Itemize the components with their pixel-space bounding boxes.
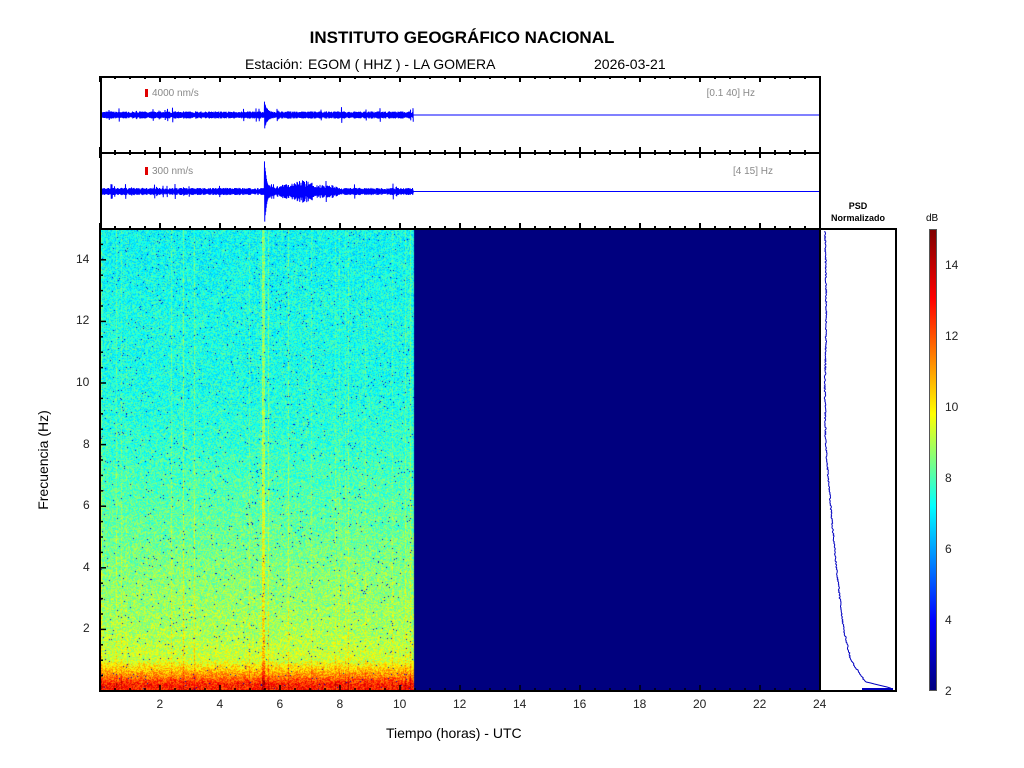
y-tick-label: 6 (83, 498, 90, 512)
colorbar-tick-label: 4 (945, 613, 952, 627)
y-tick-label: 14 (76, 252, 89, 266)
colorbar-tick-label: 12 (945, 329, 958, 343)
x-tick-label: 14 (513, 697, 526, 711)
psd-line (824, 231, 891, 689)
psd-curve (0, 0, 1024, 768)
colorbar-unit: dB (926, 213, 938, 224)
x-tick-label: 10 (393, 697, 406, 711)
spectrogram-figure: INSTITUTO GEOGRÁFICO NACIONAL Estación: … (0, 0, 1024, 768)
colorbar-tick-label: 6 (945, 542, 952, 556)
y-tick-label: 2 (83, 621, 90, 635)
x-tick-label: 16 (573, 697, 586, 711)
x-tick-label: 20 (693, 697, 706, 711)
x-tick-label: 22 (753, 697, 766, 711)
x-tick-label: 6 (277, 697, 284, 711)
x-tick-label: 8 (337, 697, 344, 711)
x-tick-label: 24 (813, 697, 826, 711)
colorbar-tick-label: 10 (945, 400, 958, 414)
x-tick-label: 12 (453, 697, 466, 711)
colorbar-tick-label: 2 (945, 684, 952, 698)
colorbar-tick-label: 8 (945, 471, 952, 485)
y-tick-label: 4 (83, 560, 90, 574)
x-tick-label: 18 (633, 697, 646, 711)
y-tick-label: 10 (76, 375, 89, 389)
y-tick-label: 12 (76, 313, 89, 327)
y-tick-label: 8 (83, 437, 90, 451)
colorbar-tick-label: 14 (945, 258, 958, 272)
x-tick-label: 4 (217, 697, 224, 711)
x-axis-title: Tiempo (horas) - UTC (386, 725, 522, 741)
x-tick-label: 2 (157, 697, 164, 711)
y-axis-title: Frecuencia (Hz) (35, 395, 51, 525)
colorbar (929, 229, 937, 691)
